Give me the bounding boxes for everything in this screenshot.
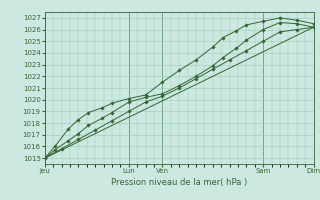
X-axis label: Pression niveau de la mer( hPa ): Pression niveau de la mer( hPa ) <box>111 178 247 187</box>
